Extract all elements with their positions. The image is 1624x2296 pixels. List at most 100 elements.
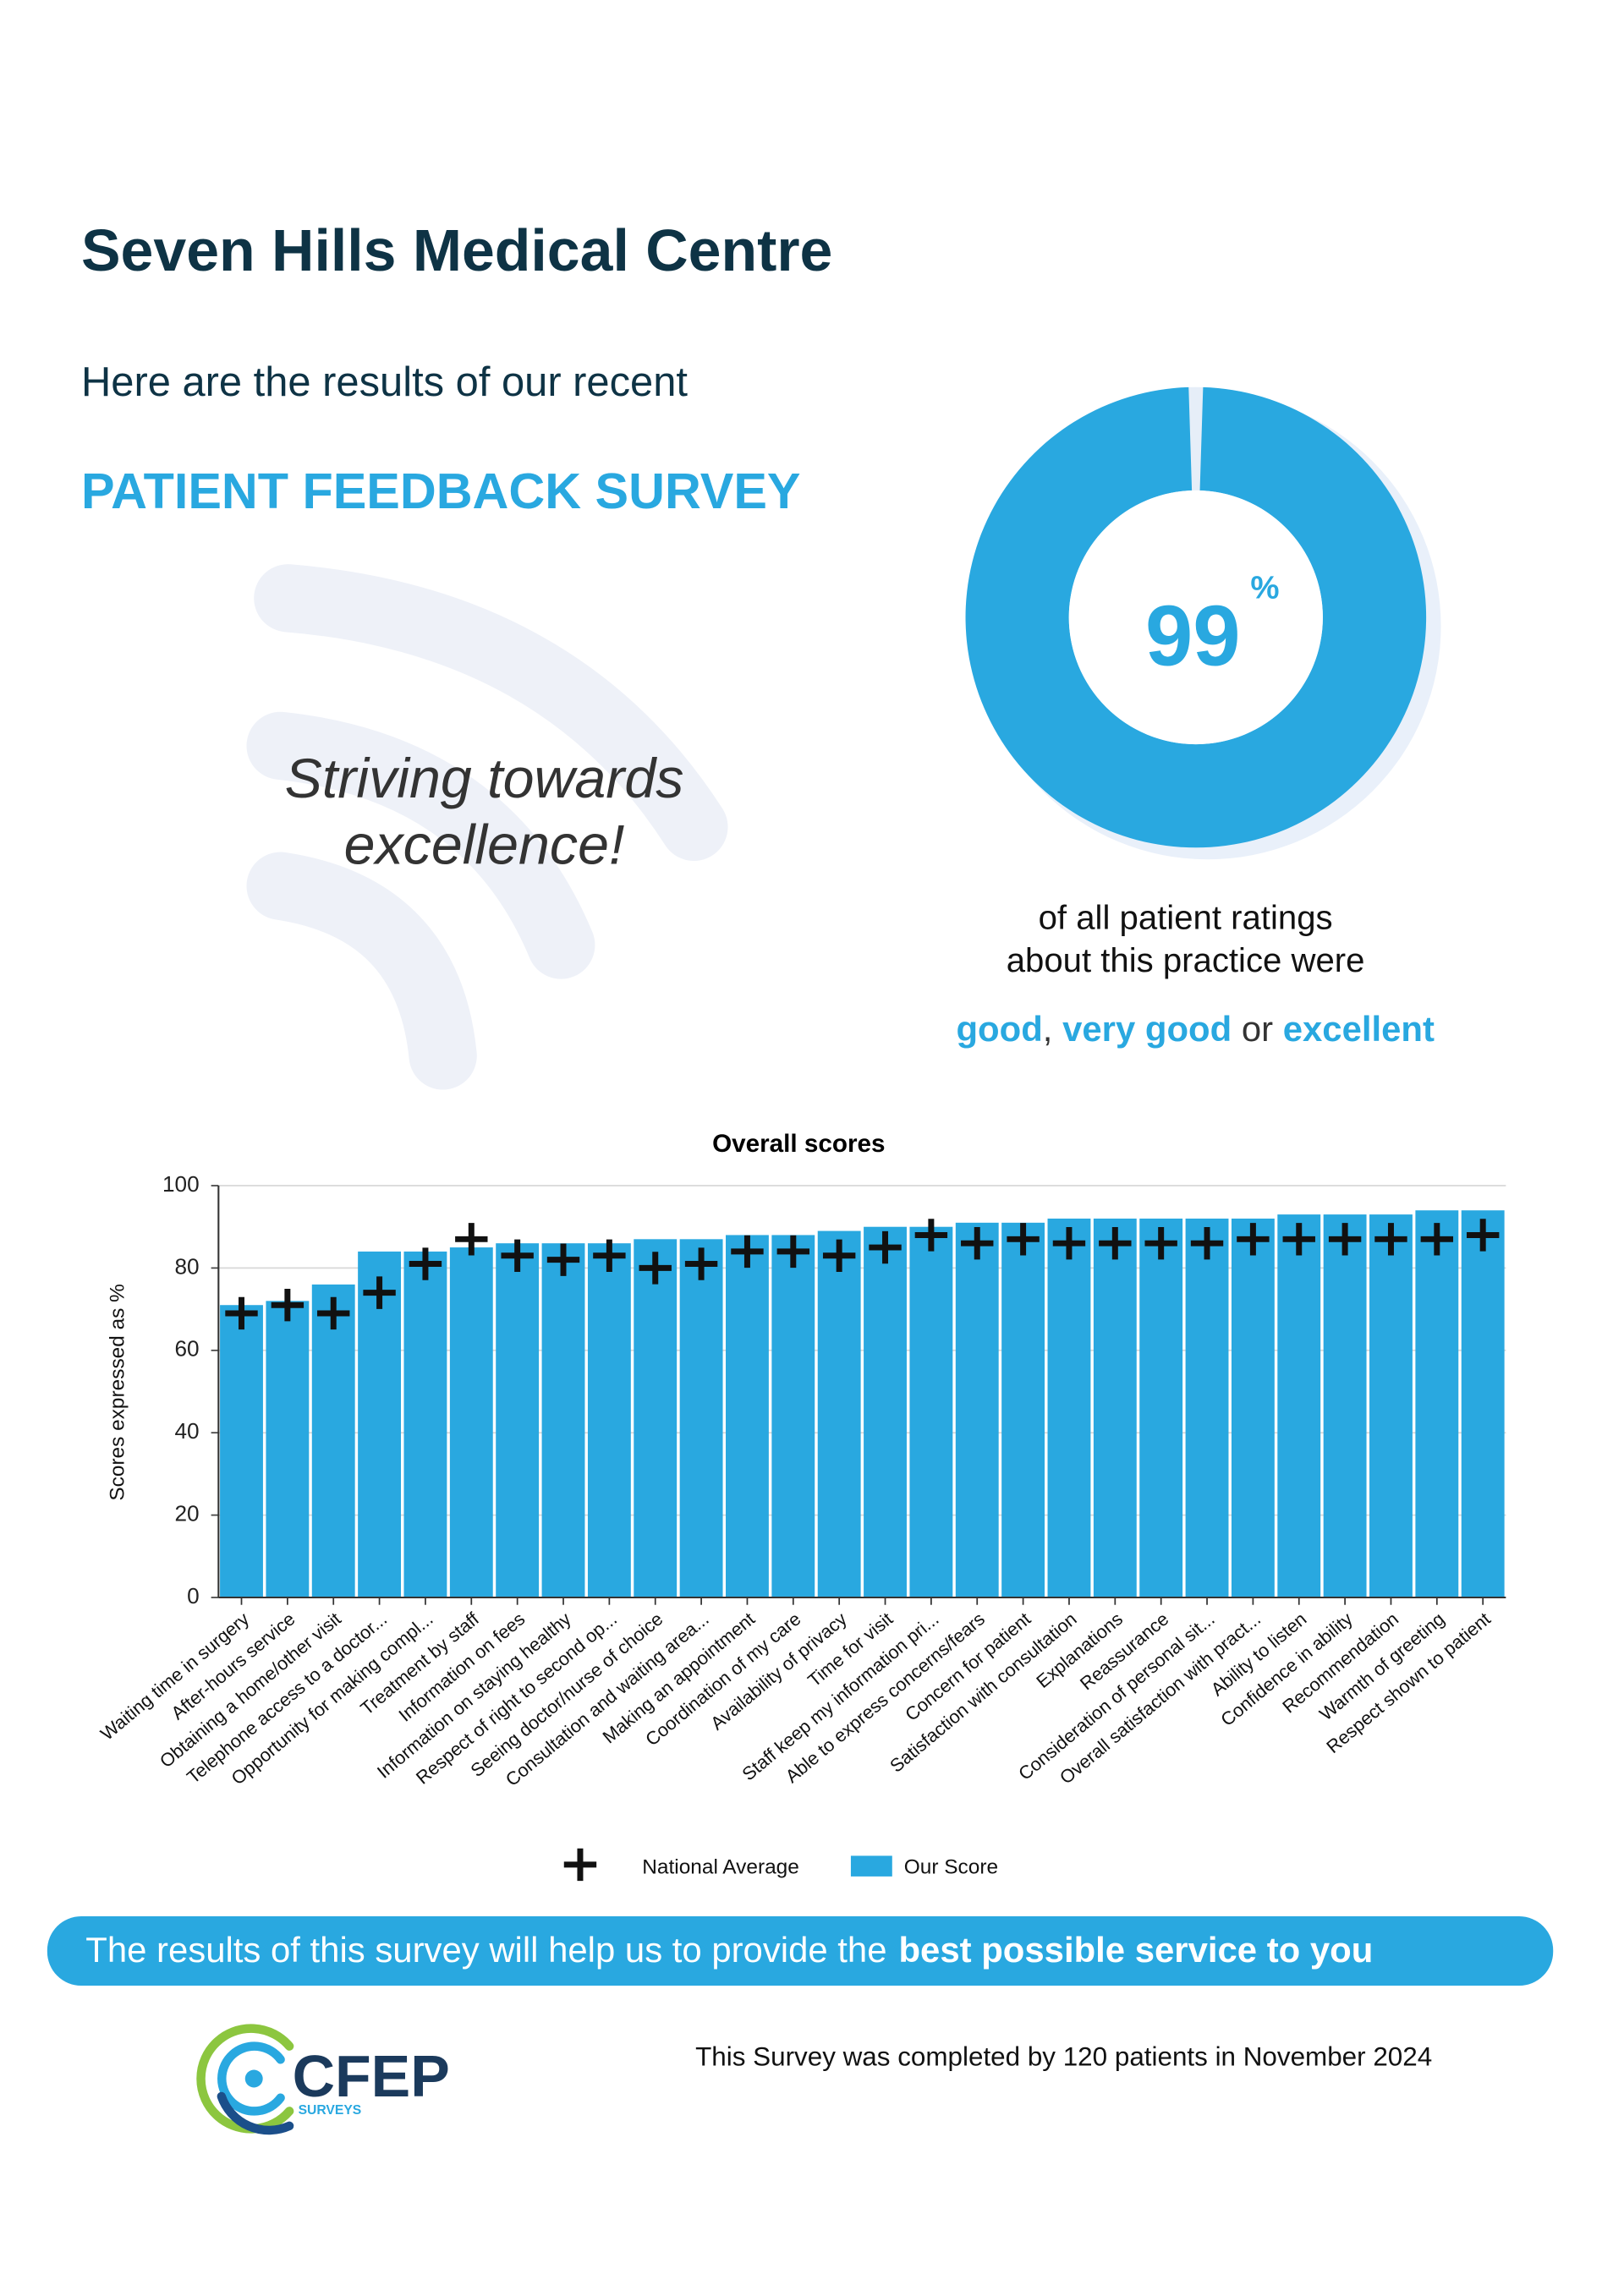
bar	[1047, 1218, 1091, 1597]
national-average-marker	[869, 1230, 902, 1264]
national-average-marker	[639, 1252, 672, 1285]
title: Seven Hills Medical Centre	[81, 217, 832, 283]
national-average-marker	[1420, 1223, 1454, 1256]
bar	[1277, 1214, 1321, 1597]
donut	[965, 386, 1427, 848]
bar	[1185, 1218, 1229, 1597]
national-average-marker	[317, 1296, 350, 1330]
donut-unit: %	[1250, 569, 1279, 606]
bar	[864, 1226, 907, 1597]
bar	[909, 1226, 953, 1597]
national-average-marker	[776, 1235, 810, 1269]
donut-hole	[1068, 490, 1323, 745]
legend-marker	[563, 1848, 597, 1882]
y-tick-label: 40	[175, 1418, 200, 1444]
bar	[311, 1284, 355, 1597]
bar	[587, 1243, 631, 1597]
bar	[817, 1230, 861, 1597]
national-average-marker	[1374, 1223, 1407, 1256]
legend-label: National Average	[642, 1855, 799, 1878]
slogan: Striving towards	[285, 748, 684, 810]
legend: National Average Our Score	[563, 1848, 998, 1882]
national-average-marker	[1328, 1223, 1362, 1256]
national-average-marker	[961, 1226, 994, 1260]
national-average-marker	[1099, 1226, 1132, 1260]
rating-part: or	[1232, 1009, 1283, 1049]
bar	[358, 1251, 402, 1597]
bar	[1461, 1210, 1505, 1597]
intro: Here are the results of our recent	[81, 359, 688, 405]
national-average-marker	[1466, 1219, 1500, 1252]
decor	[246, 564, 728, 1090]
logo: CFEP	[293, 2043, 450, 2109]
national-average-marker	[593, 1239, 626, 1272]
national-average-marker	[1144, 1226, 1177, 1260]
bar	[1369, 1214, 1413, 1597]
y-tick-label: 0	[187, 1583, 200, 1608]
national-average-marker	[225, 1296, 258, 1330]
slogan: excellence!	[344, 814, 625, 877]
donut-value: 99	[1145, 588, 1241, 683]
legend-label: Our Score	[904, 1855, 998, 1878]
national-average-marker	[271, 1289, 304, 1322]
y-tick-label: 100	[162, 1171, 200, 1197]
banner-bold: best possible service to you	[898, 1930, 1373, 1970]
national-average-marker	[455, 1223, 488, 1256]
bar	[634, 1239, 678, 1597]
national-average-marker	[546, 1243, 580, 1276]
bar	[541, 1243, 585, 1597]
national-average-marker	[363, 1276, 396, 1309]
national-average-marker	[1052, 1226, 1086, 1260]
national-average-marker	[914, 1219, 948, 1252]
rating-part: good	[956, 1009, 1042, 1049]
bar	[1323, 1214, 1367, 1597]
bar	[449, 1247, 493, 1597]
bar	[266, 1301, 310, 1597]
bar	[1415, 1210, 1459, 1597]
bar	[496, 1243, 540, 1597]
bar	[1093, 1218, 1137, 1597]
rating-part: very good	[1062, 1009, 1232, 1049]
national-average-marker	[684, 1247, 718, 1280]
bar	[403, 1251, 447, 1597]
national-average-marker	[1007, 1223, 1040, 1256]
rating-part: excellent	[1283, 1009, 1435, 1049]
bar	[220, 1305, 263, 1597]
bar	[1139, 1218, 1183, 1597]
rating: good, very good or excellent	[907, 1009, 1464, 1049]
national-average-marker	[731, 1235, 764, 1269]
y-axis-label: Scores expressed as %	[107, 1284, 129, 1501]
footer-note: This Survey was completed by 120 patient…	[695, 2041, 1432, 2071]
banner	[47, 1916, 1554, 1986]
donut-arc	[965, 386, 1427, 848]
y-tick-label: 60	[175, 1336, 200, 1362]
banner-text: The results of this survey will help us …	[85, 1930, 886, 1970]
y-tick-label: 80	[175, 1253, 200, 1279]
bar	[771, 1235, 815, 1597]
logo-mark	[196, 2024, 294, 2135]
bar	[679, 1239, 723, 1597]
national-average-marker	[409, 1247, 442, 1280]
national-average-marker	[501, 1239, 534, 1272]
donut-caption: about this practice were	[1007, 941, 1365, 979]
national-average-marker	[822, 1239, 856, 1272]
logo-sub: SURVEYS	[299, 2103, 362, 2118]
bar	[1231, 1218, 1275, 1597]
bar	[1001, 1222, 1045, 1597]
y-tick-label: 20	[175, 1501, 200, 1526]
national-average-marker	[1237, 1223, 1270, 1256]
legend-swatch	[850, 1855, 892, 1877]
national-average-marker	[1282, 1223, 1315, 1256]
rating-part: ,	[1043, 1009, 1062, 1049]
banner-text: The results of this survey will help us …	[85, 1930, 1373, 1970]
bar	[955, 1222, 999, 1597]
survey-title: PATIENT FEEDBACK SURVEY	[81, 463, 800, 519]
national-average-marker	[1190, 1226, 1224, 1260]
chart-title: Overall scores	[712, 1130, 885, 1158]
bar	[726, 1235, 769, 1597]
x-tick-label: Obtaining a home/other visit	[156, 1608, 345, 1773]
donut-caption: of all patient ratings	[1039, 898, 1333, 936]
